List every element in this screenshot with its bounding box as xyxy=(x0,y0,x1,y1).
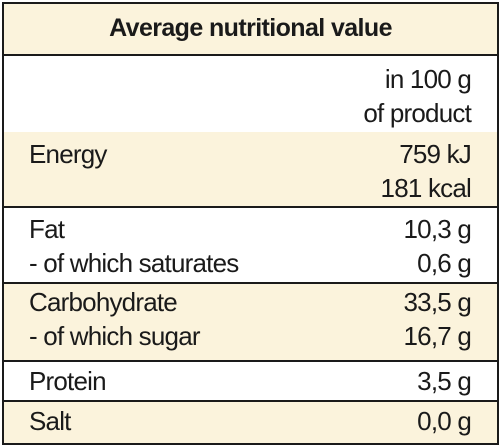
header-line-2: of product xyxy=(363,98,471,128)
divider xyxy=(4,360,497,362)
table-row-fat: Fat - of which saturates 10,3 g 0,6 g xyxy=(4,208,497,282)
nutrient-label: Fat - of which saturates xyxy=(29,212,239,280)
value-main: 0,0 g xyxy=(417,406,472,436)
divider xyxy=(4,400,497,402)
nutrient-name: Fat xyxy=(29,214,65,244)
divider xyxy=(4,54,497,56)
table-row-salt: Salt 0,0 g xyxy=(4,402,497,443)
nutrient-name: Salt xyxy=(29,406,71,436)
nutrient-value: 759 kJ 181 kcal xyxy=(380,137,472,205)
title-row: Average nutritional value xyxy=(4,4,497,54)
value-sub: 0,6 g xyxy=(417,248,472,278)
table-row-protein: Protein 3,5 g xyxy=(4,362,497,400)
nutrient-name: Energy xyxy=(29,139,107,169)
value-main: 33,5 g xyxy=(403,287,472,317)
table-row-energy: Energy 759 kJ 181 kcal xyxy=(4,132,497,206)
value-main: 10,3 g xyxy=(403,214,472,244)
header-line-1: in 100 g xyxy=(384,64,472,94)
nutrient-subname: - of which saturates xyxy=(29,248,239,278)
nutrient-value: 3,5 g xyxy=(417,364,472,398)
value-kcal: 181 kcal xyxy=(380,173,472,203)
per-100g-label: in 100 g of product xyxy=(363,62,471,130)
nutrient-name: Protein xyxy=(29,366,107,396)
nutrient-subname: - of which sugar xyxy=(29,321,201,351)
header-row: in 100 g of product xyxy=(4,56,497,132)
value-sub: 16,7 g xyxy=(403,321,472,351)
nutrient-value: 0,0 g xyxy=(417,404,472,438)
value-main: 3,5 g xyxy=(417,366,472,396)
nutrient-name: Carbohydrate xyxy=(29,287,178,317)
table-row-carbohydrate: Carbohydrate - of which sugar 33,5 g 16,… xyxy=(4,284,497,360)
nutrient-label: Energy xyxy=(29,137,107,171)
nutrient-label: Carbohydrate - of which sugar xyxy=(29,285,201,353)
nutrient-value: 33,5 g 16,7 g xyxy=(404,285,472,353)
nutrient-label: Salt xyxy=(29,404,71,438)
value-kj: 759 kJ xyxy=(399,139,472,169)
divider xyxy=(4,206,497,208)
divider xyxy=(4,282,497,284)
nutrient-value: 10,3 g 0,6 g xyxy=(404,212,472,280)
nutrient-label: Protein xyxy=(29,364,107,398)
table-title: Average nutritional value xyxy=(109,14,392,42)
